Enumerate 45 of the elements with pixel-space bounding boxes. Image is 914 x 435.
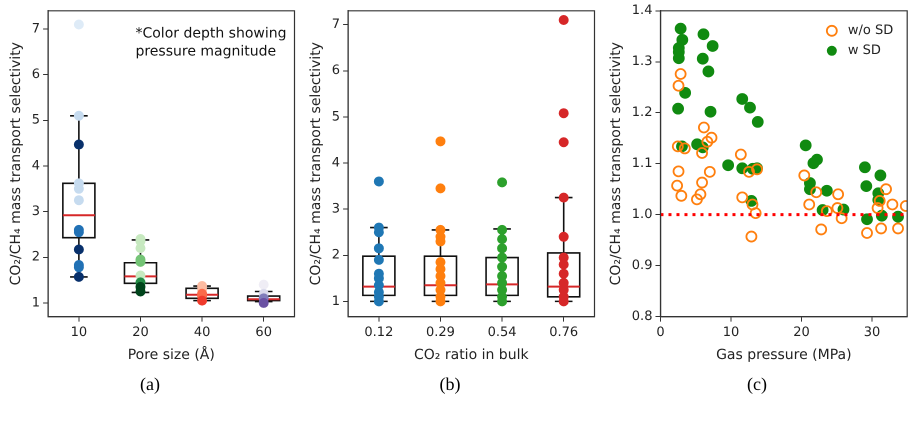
y-tick-label: 2 <box>332 248 340 263</box>
y-tick-label: 1.1 <box>632 156 652 172</box>
y-tick-label: 0.8 <box>632 308 652 324</box>
annotation: *Color depth showing pressure magnitude <box>135 25 287 60</box>
y-tick-label: 4 <box>332 155 340 170</box>
legend-label: w SD <box>848 43 881 58</box>
x-axis-title: Gas pressure (MPa) <box>716 347 852 364</box>
text: (b) <box>440 374 460 395</box>
y-tick-label: 3 <box>32 204 40 219</box>
text: (a) <box>140 374 160 395</box>
x-tick-label: 40 <box>194 324 210 340</box>
text: (c) <box>747 374 767 395</box>
y-tick-label: 7 <box>332 17 340 32</box>
x-axis-title: Pore size (Å) <box>128 346 215 364</box>
y-tick-label: 5 <box>32 112 40 128</box>
x-tick-label: 20 <box>132 324 149 340</box>
x-tick-label: 30 <box>864 324 880 340</box>
x-tick-label: 0 <box>656 324 665 340</box>
y-tick-label: 6 <box>32 67 40 82</box>
y-tick-label: 1.0 <box>632 207 652 222</box>
y-tick-label: 1.2 <box>632 105 652 120</box>
x-tick-label: 20 <box>793 324 810 340</box>
y-tick-label: 4 <box>32 158 40 174</box>
y-tick-label: 6 <box>332 63 340 78</box>
y-axis-title: CO₂/CH₄ mass transport selectivity <box>8 42 24 286</box>
x-tick-label: 0.29 <box>426 324 455 340</box>
y-tick-label: 7 <box>32 21 40 36</box>
x-tick-label: 0.54 <box>488 324 517 340</box>
y-tick-label: 1 <box>332 294 340 309</box>
y-axis-title: CO₂/CH₄ mass transport selectivity <box>608 42 624 286</box>
y-tick-label: 1 <box>32 295 40 310</box>
x-tick-label: 10 <box>722 324 740 340</box>
y-axis-title: CO₂/CH₄ mass transport selectivity <box>308 42 324 286</box>
x-tick-label: 0.12 <box>364 324 394 340</box>
y-tick-label: 1.3 <box>632 54 652 70</box>
x-axis-title: CO₂ ratio in bulk <box>414 347 530 364</box>
y-tick-label: 5 <box>332 109 340 124</box>
y-tick-label: 0.9 <box>632 258 652 274</box>
legend-label: w/o SD <box>848 23 894 38</box>
y-tick-label: 3 <box>332 202 340 217</box>
y-tick-label: 1.4 <box>632 3 652 18</box>
x-tick-label: 60 <box>255 324 272 340</box>
x-tick-label: 0.76 <box>549 324 578 340</box>
x-tick-label: 10 <box>70 324 88 340</box>
y-tick-label: 2 <box>32 250 40 265</box>
